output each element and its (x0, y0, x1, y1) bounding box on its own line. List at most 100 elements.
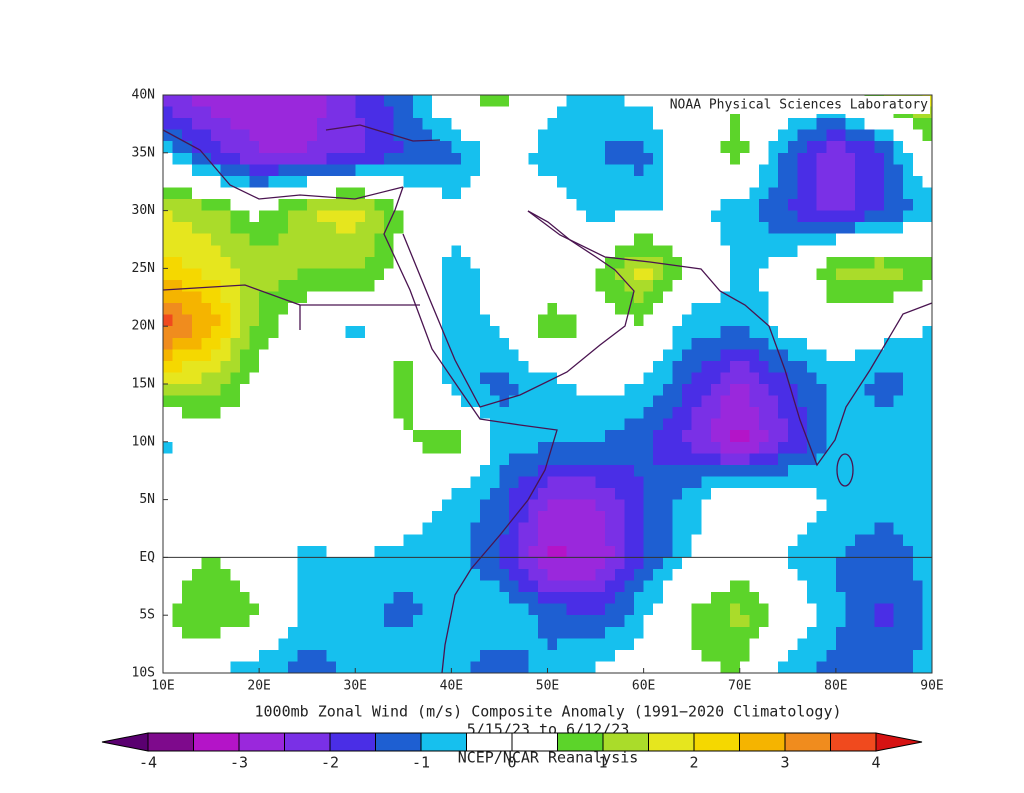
field-cell (816, 384, 827, 397)
field-cell (787, 557, 799, 570)
field-cell (720, 615, 731, 628)
field-cell (634, 245, 645, 258)
field-cell (249, 360, 260, 374)
field-cell (297, 568, 308, 582)
field-cell (634, 303, 645, 316)
field-cell (634, 118, 645, 131)
field-cell (701, 152, 712, 165)
field-cell (912, 441, 923, 454)
field-cell (749, 534, 760, 547)
field-cell (403, 592, 414, 605)
field-cell (883, 522, 895, 535)
field-cell (595, 268, 606, 281)
field-cell (605, 187, 616, 200)
field-cell (230, 291, 241, 304)
field-cell (566, 499, 577, 512)
field-cell (739, 337, 750, 350)
field-cell (345, 245, 356, 258)
field-cell (384, 661, 395, 674)
field-cell (557, 557, 568, 570)
field-cell (499, 175, 510, 189)
field-cell (585, 418, 597, 431)
field-cell (576, 522, 587, 535)
field-cell (797, 453, 808, 466)
field-cell (259, 106, 270, 119)
field-cell (787, 464, 799, 478)
field-cell (220, 141, 231, 154)
field-cell (653, 580, 664, 593)
field-cell (384, 314, 395, 327)
field-cell (749, 488, 760, 501)
field-cell (720, 314, 731, 327)
field-cell (797, 626, 808, 639)
field-cell (201, 499, 212, 512)
field-cell (557, 499, 568, 512)
field-cell (893, 164, 904, 177)
field-cell (845, 603, 856, 616)
field-cell (595, 129, 606, 142)
field-cell (585, 511, 597, 524)
x-tick-label: 10E (151, 679, 174, 694)
field-cell (778, 453, 789, 466)
field-cell (374, 337, 385, 350)
field-cell (672, 291, 683, 304)
field-cell (528, 441, 539, 454)
field-cell (518, 106, 529, 119)
field-cell (739, 326, 750, 339)
field-cell (566, 245, 577, 258)
field-cell (191, 464, 203, 478)
field-cell (874, 430, 885, 443)
field-cell (653, 152, 664, 165)
field-cell (336, 106, 347, 119)
field-cell (624, 638, 635, 651)
field-cell (345, 314, 356, 327)
field-cell (672, 430, 683, 443)
field-cell (412, 603, 424, 616)
field-cell (297, 118, 308, 131)
field-cell (893, 407, 904, 420)
field-cell (547, 499, 558, 512)
field-cell (710, 245, 722, 258)
field-cell (710, 152, 722, 165)
field-cell (730, 638, 741, 651)
field-cell (393, 626, 404, 639)
field-cell (739, 476, 750, 489)
field-cell (643, 384, 654, 397)
field-cell (220, 326, 231, 339)
field-cell (768, 592, 779, 605)
field-cell (191, 199, 203, 212)
field-cell (393, 268, 404, 281)
field-cell (855, 430, 866, 443)
field-cell (855, 199, 866, 212)
colorbar-end (875, 732, 923, 752)
field-cell (749, 152, 760, 165)
field-cell (585, 464, 597, 478)
field-cell (883, 395, 895, 408)
field-cell (634, 511, 645, 524)
field-cell (576, 626, 587, 639)
field-cell (432, 649, 443, 663)
field-cell (172, 268, 183, 281)
field-cell (710, 199, 722, 212)
field-cell (432, 661, 443, 674)
field-cell (768, 141, 779, 154)
field-cell (720, 488, 731, 501)
field-cell (518, 118, 529, 131)
field-cell (682, 568, 693, 582)
field-cell (710, 372, 722, 385)
field-cell (355, 164, 366, 177)
field-cell (220, 129, 231, 142)
field-cell (307, 407, 318, 420)
field-cell (720, 626, 731, 639)
field-cell (547, 545, 558, 558)
field-cell (922, 164, 933, 177)
field-cell (268, 360, 279, 374)
field-cell (287, 326, 299, 339)
field-cell (182, 129, 193, 142)
field-cell (509, 557, 520, 570)
field-cell (230, 661, 241, 674)
field-cell (268, 326, 279, 339)
field-cell (778, 314, 789, 327)
field-cell (470, 545, 481, 558)
y-tick-label: 20N (132, 319, 155, 334)
